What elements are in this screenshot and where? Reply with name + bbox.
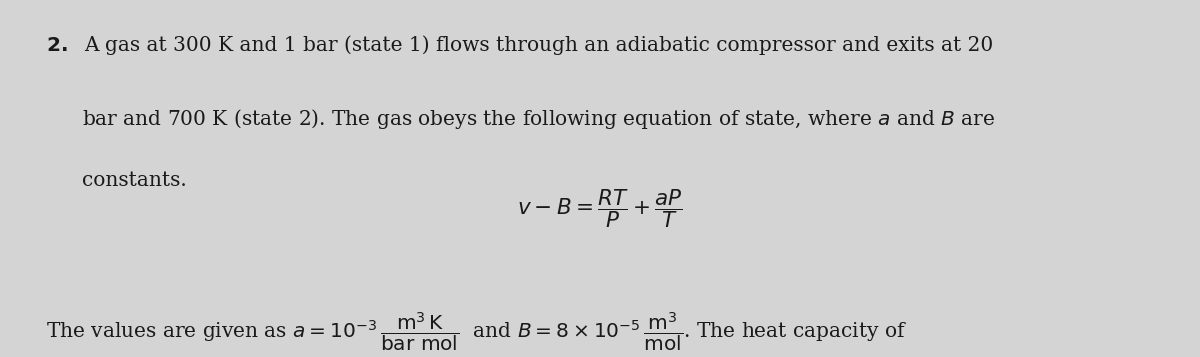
Text: $\mathbf{2.}$: $\mathbf{2.}$ <box>46 36 67 55</box>
Text: The values are given as $a = 10^{-3}\,\dfrac{\mathrm{m^3\,K}}{\mathrm{bar\ mol}}: The values are given as $a = 10^{-3}\,\d… <box>46 311 906 354</box>
Text: A gas at 300 K and 1 bar (state 1) flows through an adiabatic compressor and exi: A gas at 300 K and 1 bar (state 1) flows… <box>84 36 994 55</box>
Text: constants.: constants. <box>82 171 186 190</box>
Text: bar and 700 K (state 2). The gas obeys the following equation of state, where $a: bar and 700 K (state 2). The gas obeys t… <box>82 107 995 131</box>
Text: $v - B = \dfrac{RT}{P} + \dfrac{aP}{T}$: $v - B = \dfrac{RT}{P} + \dfrac{aP}{T}$ <box>517 187 683 230</box>
